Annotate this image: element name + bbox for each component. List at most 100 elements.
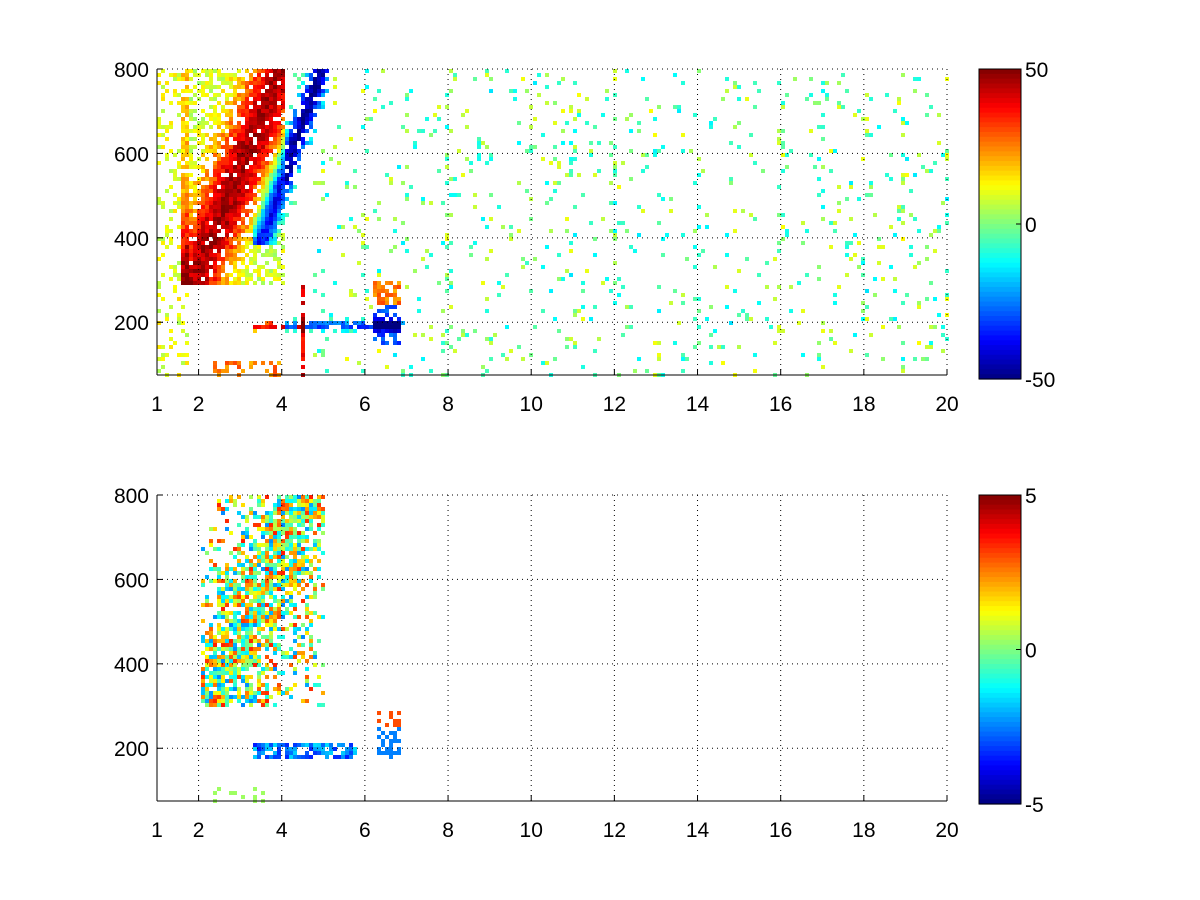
heatmap-cell: [609, 289, 613, 293]
heatmap-cell: [321, 511, 325, 515]
heatmap-cell: [449, 89, 453, 93]
heatmap-cell: [201, 185, 205, 189]
heatmap-cell: [609, 201, 613, 205]
heatmap-cell: [377, 281, 381, 285]
heatmap-cell: [837, 105, 841, 109]
heatmap-cell: [169, 305, 173, 309]
heatmap-cell: [329, 321, 333, 325]
heatmap-cell: [385, 341, 389, 345]
heatmap-cell: [293, 133, 297, 137]
heatmap-cell: [277, 213, 281, 217]
heatmap-cell: [637, 205, 641, 209]
heatmap-cell: [341, 321, 345, 325]
heatmap-cell: [385, 289, 389, 293]
heatmap-cell: [285, 523, 289, 527]
heatmap-cell: [237, 595, 241, 599]
heatmap-cell: [225, 273, 229, 277]
heatmap-cell: [253, 185, 257, 189]
heatmap-cell: [485, 145, 489, 149]
heatmap-cell: [353, 747, 357, 751]
heatmap-cell: [213, 161, 217, 165]
heatmap-cell: [917, 261, 921, 265]
heatmap-cell: [265, 567, 269, 571]
heatmap-cell: [257, 611, 261, 615]
heatmap-cell: [869, 133, 873, 137]
heatmap-cell: [821, 113, 825, 117]
heatmap-cell: [185, 205, 189, 209]
heatmap-cell: [777, 129, 781, 133]
heatmap-cell: [189, 129, 193, 133]
heatmap-cell: [301, 341, 305, 345]
heatmap-cell: [837, 209, 841, 213]
heatmap-cell: [165, 317, 169, 321]
heatmap-cell: [889, 225, 893, 229]
colorbar-swatch: [979, 257, 1021, 264]
heatmap-cell: [237, 623, 241, 627]
heatmap-cell: [265, 527, 269, 531]
heatmap-cell: [397, 751, 401, 755]
heatmap-cell: [313, 539, 317, 543]
heatmap-cell: [261, 125, 265, 129]
heatmap-cell: [217, 85, 221, 89]
heatmap-cell: [261, 683, 265, 687]
heatmap-cell: [393, 739, 397, 743]
heatmap-cell: [213, 205, 217, 209]
heatmap-cell: [241, 101, 245, 105]
heatmap-cell: [489, 157, 493, 161]
heatmap-cell: [205, 149, 209, 153]
heatmap-cell: [701, 169, 705, 173]
heatmap-cell: [405, 249, 409, 253]
heatmap-cell: [189, 113, 193, 117]
heatmap-cell: [601, 113, 605, 117]
heatmap-cell: [381, 105, 385, 109]
heatmap-cell: [385, 305, 389, 309]
heatmap-cell: [773, 341, 777, 345]
heatmap-cell: [289, 579, 293, 583]
heatmap-cell: [617, 185, 621, 189]
heatmap-cell: [549, 197, 553, 201]
heatmap-cell: [233, 89, 237, 93]
heatmap-cell: [281, 189, 285, 193]
heatmap-cell: [781, 141, 785, 145]
heatmap-cell: [265, 583, 269, 587]
heatmap-cell: [449, 69, 453, 73]
heatmap-cell: [241, 165, 245, 169]
heatmap-cell: [657, 353, 661, 357]
heatmap-cell: [297, 531, 301, 535]
heatmap-cell: [289, 755, 293, 759]
heatmap-cell: [269, 209, 273, 213]
colorbar-swatch: [979, 726, 1021, 733]
heatmap-cell: [301, 357, 305, 361]
heatmap-cell: [261, 751, 265, 755]
heatmap-cell: [937, 113, 941, 117]
heatmap-cell: [273, 607, 277, 611]
heatmap-cell: [273, 157, 277, 161]
heatmap-cell: [181, 185, 185, 189]
heatmap-cell: [809, 93, 813, 97]
heatmap-cell: [289, 145, 293, 149]
heatmap-cell: [285, 321, 289, 325]
heatmap-cell: [233, 201, 237, 205]
heatmap-cell: [237, 675, 241, 679]
heatmap-cell: [309, 325, 313, 329]
heatmap-cell: [277, 611, 281, 615]
heatmap-cell: [417, 297, 421, 301]
heatmap-cell: [249, 603, 253, 607]
heatmap-cell: [369, 325, 373, 329]
heatmap-cell: [553, 121, 557, 125]
heatmap-cell: [349, 755, 353, 759]
heatmap-cell: [213, 197, 217, 201]
colorbar-swatch: [979, 286, 1021, 293]
heatmap-cell: [613, 77, 617, 81]
heatmap-cell: [161, 85, 165, 89]
heatmap-cell: [477, 157, 481, 161]
heatmap-cell: [865, 305, 869, 309]
heatmap-cell: [381, 337, 385, 341]
heatmap-cell: [197, 221, 201, 225]
heatmap-cell: [237, 213, 241, 217]
heatmap-cell: [301, 515, 305, 519]
heatmap-cell: [237, 189, 241, 193]
heatmap-cell: [269, 217, 273, 221]
heatmap-cell: [253, 161, 257, 165]
heatmap-cell: [237, 659, 241, 663]
